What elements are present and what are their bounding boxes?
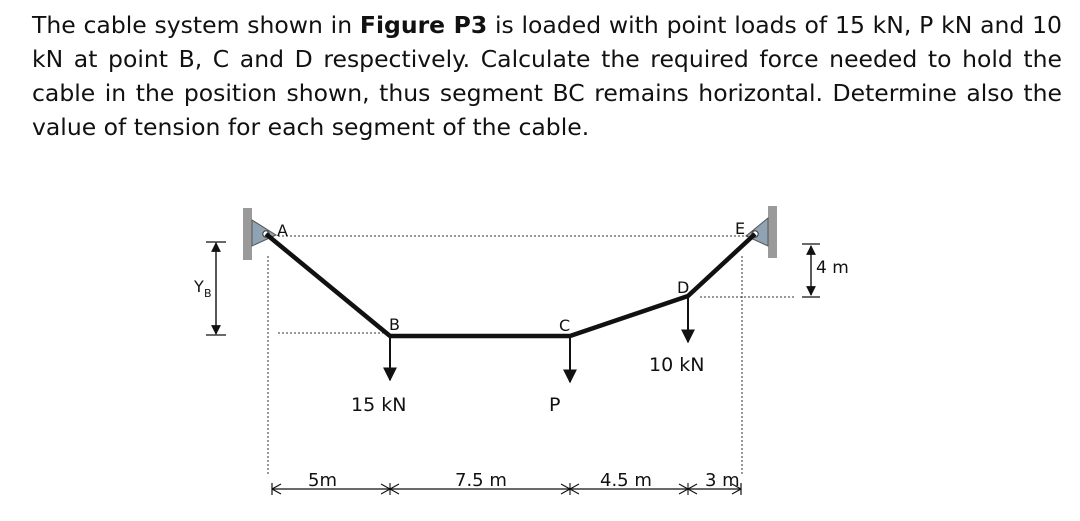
span-tick-c	[560, 483, 580, 495]
load-label-b: 15 kN	[351, 394, 406, 416]
span-tick-d	[678, 483, 698, 495]
span-label-ab: 5m	[308, 470, 337, 491]
label-c: C	[559, 316, 570, 335]
yb-dimension: Y B	[193, 241, 226, 336]
height-dimension: 4 m	[802, 243, 849, 298]
support-e	[745, 206, 777, 258]
span-arrow-a	[271, 483, 282, 495]
figure-reference: Figure P3	[359, 11, 488, 39]
wall-e	[768, 206, 777, 258]
yb-subscript: B	[204, 287, 212, 300]
span-label-de: 3 m	[705, 470, 740, 491]
wall-a	[243, 208, 252, 260]
label-e: E	[735, 219, 745, 238]
yb-label: Y	[193, 277, 204, 296]
span-arrow-e	[731, 483, 742, 495]
problem-text-after: is loaded with point loads of 15 kN, P k…	[32, 11, 1062, 141]
support-a	[243, 208, 278, 260]
span-tick-b	[380, 483, 400, 495]
height-label: 4 m	[816, 258, 849, 278]
problem-text-before: The cable system shown in	[32, 11, 360, 39]
problem-statement: The cable system shown in Figure P3 is l…	[32, 8, 1062, 144]
label-d: D	[677, 278, 689, 297]
load-label-c: P	[549, 394, 560, 416]
load-label-d: 10 kN	[649, 354, 704, 376]
span-label-bc: 7.5 m	[455, 470, 507, 491]
reference-lines	[267, 235, 796, 475]
span-label-cd: 4.5 m	[600, 470, 652, 491]
label-a: A	[277, 221, 288, 240]
span-dimensions: 5m 7.5 m 4.5 m 3 m	[271, 470, 742, 495]
label-b: B	[389, 315, 400, 334]
